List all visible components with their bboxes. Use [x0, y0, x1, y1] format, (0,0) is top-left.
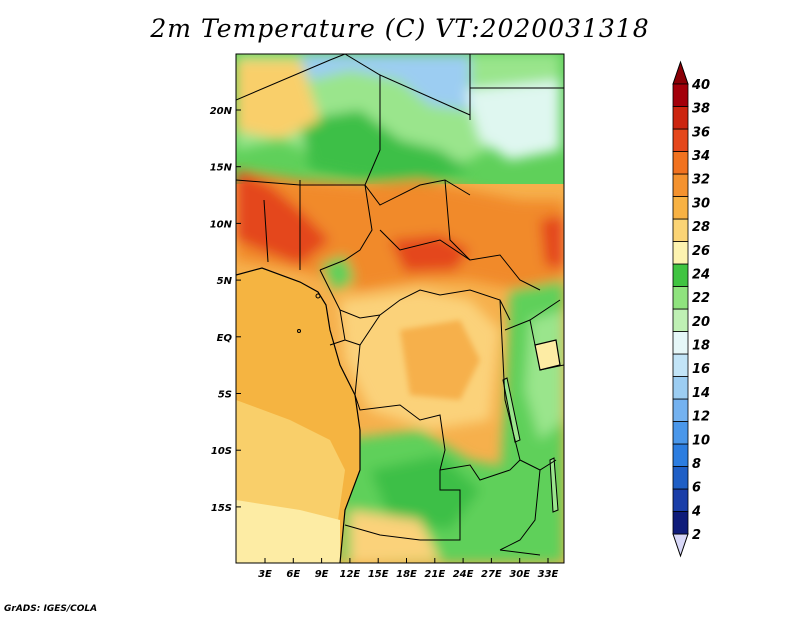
plot-title: 2m Temperature (C) VT:2020031318	[150, 14, 650, 43]
colorbar-swatch	[672, 511, 689, 535]
bioko-island	[315, 293, 321, 299]
coastline	[236, 267, 361, 563]
ocean-cool	[236, 500, 340, 563]
map-frame	[235, 53, 565, 564]
hot-core-east	[540, 215, 564, 270]
x-axis: 3E 6E 9E 12E 15E 18E 21E 24E 27E 30E 33E	[258, 558, 559, 580]
colorbar-swatch	[672, 106, 689, 130]
colorbar-label: 32	[692, 173, 710, 188]
y-tick-label: 10S	[211, 446, 232, 457]
colorbar-swatch	[672, 83, 689, 107]
colorbar-swatch	[672, 151, 689, 175]
hot-core-west	[236, 170, 330, 265]
colorbar-low-cap	[672, 533, 689, 558]
colorbar-swatch	[672, 218, 689, 242]
y-axis: 20N 15N 10N 5N EQ 5S 10S 15S	[210, 106, 241, 514]
colorbar-swatch	[672, 421, 689, 445]
sao-tome-island	[297, 329, 301, 333]
colorbar-label: 22	[692, 291, 710, 306]
colorbar-swatch	[672, 286, 689, 310]
y-tick-label: EQ	[217, 333, 233, 344]
southern-dark-green	[370, 455, 480, 530]
ocean-mid	[236, 400, 345, 520]
colorbar-swatch	[672, 128, 689, 152]
colorbar-label: 38	[692, 102, 710, 117]
highland-pale-area	[465, 80, 560, 160]
x-tick-label: 27E	[481, 569, 502, 580]
colorbar-label: 4	[691, 504, 701, 519]
lake-tanganyika	[502, 377, 521, 443]
x-tick-label: 21E	[424, 569, 445, 580]
colorbar-label: 12	[692, 410, 710, 425]
colorbar-label: 16	[692, 362, 710, 377]
colorbar-swatch	[672, 263, 689, 287]
colorbar-label: 20	[692, 315, 710, 330]
sahel-hot-band	[236, 170, 564, 290]
colorbar-label: 34	[692, 149, 710, 164]
colorbar-label: 40	[691, 78, 710, 93]
hot-core-central	[390, 235, 470, 272]
colorbar-swatch	[672, 173, 689, 197]
colorbar-label: 30	[692, 196, 710, 211]
cameroon-green	[320, 255, 355, 290]
colorbar-swatch	[672, 443, 689, 467]
colorbar-swatch	[672, 466, 689, 490]
lake-malawi	[549, 457, 559, 513]
colorbar-label: 36	[692, 125, 710, 140]
colorbar-label: 2	[692, 528, 701, 543]
colorbar-swatch	[672, 196, 689, 220]
colorbar-swatch	[672, 241, 689, 265]
x-tick-label: 6E	[286, 569, 300, 580]
y-tick-label: 5N	[217, 276, 233, 287]
libya-green	[236, 60, 320, 140]
lake-victoria	[534, 339, 561, 371]
congo-center	[400, 320, 480, 400]
colorbar-label: 10	[692, 433, 710, 448]
colorbar-label: 14	[692, 386, 710, 401]
y-tick-label: 15N	[210, 163, 233, 174]
colorbar-swatch	[672, 376, 689, 400]
y-tick-label: 15S	[211, 503, 232, 514]
x-tick-label: 33E	[538, 569, 559, 580]
colorbar-label: 18	[692, 339, 710, 354]
colorbar-label: 8	[692, 457, 701, 472]
colorbar-swatch	[672, 488, 689, 512]
colorbar-high-cap	[672, 60, 689, 85]
y-tick-label: 20N	[210, 106, 233, 117]
credit-label: GrADS: IGES/COLA	[4, 604, 98, 614]
sahara-dark-green	[300, 110, 470, 185]
x-tick-label: 15E	[368, 569, 389, 580]
colorbar-label: 26	[692, 244, 710, 259]
x-tick-label: 30E	[509, 569, 530, 580]
x-tick-label: 24E	[453, 569, 474, 580]
y-tick-label: 5S	[218, 390, 232, 401]
colorbar-label: 28	[692, 220, 710, 235]
colorbar-label: 24	[692, 267, 710, 282]
colorbar-swatch	[672, 398, 689, 422]
temperature-field	[236, 54, 564, 563]
x-tick-label: 9E	[315, 569, 329, 580]
x-tick-label: 3E	[258, 569, 272, 580]
colorbar-swatch	[672, 308, 689, 332]
y-tick-label: 10N	[210, 219, 233, 230]
colorbar-label: 6	[692, 481, 701, 496]
x-tick-label: 18E	[396, 569, 417, 580]
country-borders	[236, 54, 564, 556]
colorbar-swatch	[672, 331, 689, 355]
x-tick-label: 12E	[340, 569, 361, 580]
colorbar-swatch	[672, 353, 689, 377]
